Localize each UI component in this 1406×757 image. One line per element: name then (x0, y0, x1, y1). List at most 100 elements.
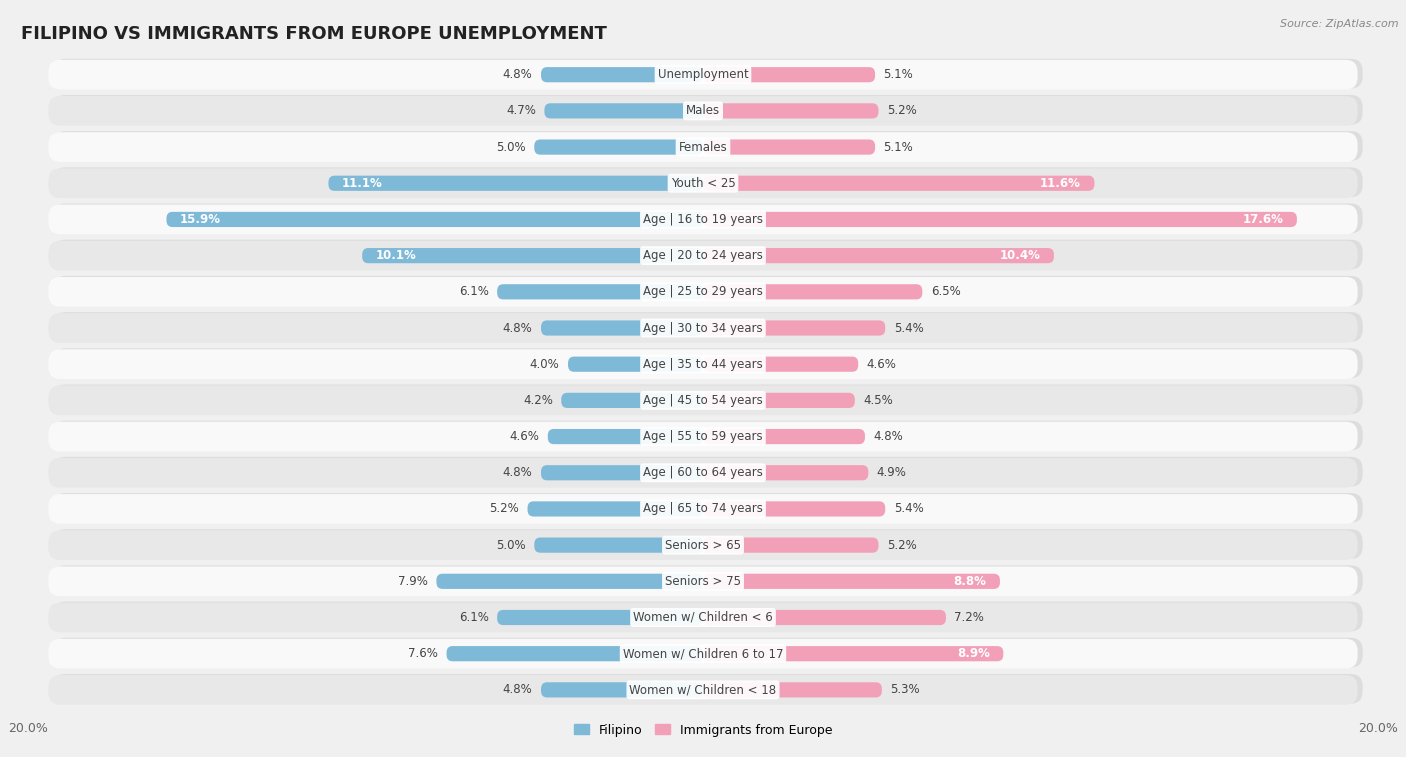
Text: 4.5%: 4.5% (863, 394, 893, 407)
FancyBboxPatch shape (48, 277, 1358, 307)
FancyBboxPatch shape (53, 167, 1362, 197)
Text: 4.8%: 4.8% (503, 322, 533, 335)
Text: 10.1%: 10.1% (375, 249, 416, 262)
FancyBboxPatch shape (703, 610, 946, 625)
FancyBboxPatch shape (548, 429, 703, 444)
FancyBboxPatch shape (703, 212, 1296, 227)
Text: Age | 60 to 64 years: Age | 60 to 64 years (643, 466, 763, 479)
FancyBboxPatch shape (48, 168, 1358, 198)
FancyBboxPatch shape (534, 139, 703, 154)
FancyBboxPatch shape (48, 603, 1358, 632)
Text: Age | 45 to 54 years: Age | 45 to 54 years (643, 394, 763, 407)
Text: Age | 65 to 74 years: Age | 65 to 74 years (643, 503, 763, 516)
FancyBboxPatch shape (53, 348, 1362, 378)
Text: 4.8%: 4.8% (503, 466, 533, 479)
Text: 5.1%: 5.1% (883, 68, 914, 81)
Text: 5.1%: 5.1% (883, 141, 914, 154)
FancyBboxPatch shape (53, 59, 1362, 89)
Legend: Filipino, Immigrants from Europe: Filipino, Immigrants from Europe (568, 718, 838, 742)
FancyBboxPatch shape (53, 674, 1362, 703)
FancyBboxPatch shape (703, 501, 886, 516)
FancyBboxPatch shape (703, 429, 865, 444)
Text: 10.4%: 10.4% (1000, 249, 1040, 262)
Text: Age | 25 to 29 years: Age | 25 to 29 years (643, 285, 763, 298)
Text: Age | 16 to 19 years: Age | 16 to 19 years (643, 213, 763, 226)
Text: 11.1%: 11.1% (342, 177, 382, 190)
FancyBboxPatch shape (703, 67, 875, 83)
FancyBboxPatch shape (534, 537, 703, 553)
Text: Males: Males (686, 104, 720, 117)
FancyBboxPatch shape (498, 284, 703, 300)
Text: Source: ZipAtlas.com: Source: ZipAtlas.com (1281, 19, 1399, 29)
Text: Females: Females (679, 141, 727, 154)
FancyBboxPatch shape (48, 531, 1358, 560)
Text: 4.0%: 4.0% (530, 358, 560, 371)
FancyBboxPatch shape (53, 421, 1362, 450)
FancyBboxPatch shape (561, 393, 703, 408)
Text: Seniors > 65: Seniors > 65 (665, 539, 741, 552)
FancyBboxPatch shape (703, 248, 1054, 263)
Text: Age | 30 to 34 years: Age | 30 to 34 years (643, 322, 763, 335)
Text: 7.2%: 7.2% (955, 611, 984, 624)
FancyBboxPatch shape (48, 566, 1358, 597)
Text: Age | 35 to 44 years: Age | 35 to 44 years (643, 358, 763, 371)
FancyBboxPatch shape (703, 320, 886, 335)
FancyBboxPatch shape (53, 276, 1362, 306)
Text: 5.2%: 5.2% (887, 539, 917, 552)
FancyBboxPatch shape (48, 241, 1358, 270)
Text: 4.7%: 4.7% (506, 104, 536, 117)
FancyBboxPatch shape (703, 465, 869, 481)
Text: 4.8%: 4.8% (503, 684, 533, 696)
FancyBboxPatch shape (703, 646, 1004, 662)
Text: Women w/ Children 6 to 17: Women w/ Children 6 to 17 (623, 647, 783, 660)
Text: 5.3%: 5.3% (890, 684, 920, 696)
Text: 4.9%: 4.9% (877, 466, 907, 479)
Text: 7.9%: 7.9% (398, 575, 427, 587)
Text: 4.2%: 4.2% (523, 394, 553, 407)
FancyBboxPatch shape (703, 176, 1094, 191)
Text: 4.8%: 4.8% (503, 68, 533, 81)
Text: Youth < 25: Youth < 25 (671, 177, 735, 190)
Text: 11.6%: 11.6% (1040, 177, 1081, 190)
FancyBboxPatch shape (48, 494, 1358, 524)
Text: 15.9%: 15.9% (180, 213, 221, 226)
FancyBboxPatch shape (703, 682, 882, 697)
Text: Women w/ Children < 6: Women w/ Children < 6 (633, 611, 773, 624)
FancyBboxPatch shape (53, 240, 1362, 269)
Text: 6.5%: 6.5% (931, 285, 960, 298)
Text: 4.8%: 4.8% (873, 430, 903, 443)
Text: 6.1%: 6.1% (458, 611, 489, 624)
FancyBboxPatch shape (53, 529, 1362, 559)
Text: 5.4%: 5.4% (894, 503, 924, 516)
FancyBboxPatch shape (48, 96, 1358, 126)
Text: 4.6%: 4.6% (866, 358, 897, 371)
FancyBboxPatch shape (527, 501, 703, 516)
FancyBboxPatch shape (48, 60, 1358, 89)
FancyBboxPatch shape (436, 574, 703, 589)
Text: Age | 55 to 59 years: Age | 55 to 59 years (643, 430, 763, 443)
FancyBboxPatch shape (498, 610, 703, 625)
FancyBboxPatch shape (48, 458, 1358, 488)
FancyBboxPatch shape (53, 312, 1362, 341)
FancyBboxPatch shape (568, 357, 703, 372)
FancyBboxPatch shape (48, 639, 1358, 668)
Text: 6.1%: 6.1% (458, 285, 489, 298)
Text: Seniors > 75: Seniors > 75 (665, 575, 741, 587)
FancyBboxPatch shape (703, 284, 922, 300)
FancyBboxPatch shape (53, 95, 1362, 125)
FancyBboxPatch shape (53, 637, 1362, 668)
FancyBboxPatch shape (703, 537, 879, 553)
Text: 8.8%: 8.8% (953, 575, 987, 587)
FancyBboxPatch shape (447, 646, 703, 662)
FancyBboxPatch shape (48, 350, 1358, 379)
FancyBboxPatch shape (53, 131, 1362, 160)
Text: 5.2%: 5.2% (887, 104, 917, 117)
FancyBboxPatch shape (703, 103, 879, 119)
FancyBboxPatch shape (48, 385, 1358, 415)
Text: 5.4%: 5.4% (894, 322, 924, 335)
FancyBboxPatch shape (703, 139, 875, 154)
FancyBboxPatch shape (541, 682, 703, 697)
FancyBboxPatch shape (53, 602, 1362, 631)
FancyBboxPatch shape (53, 493, 1362, 522)
FancyBboxPatch shape (53, 204, 1362, 233)
